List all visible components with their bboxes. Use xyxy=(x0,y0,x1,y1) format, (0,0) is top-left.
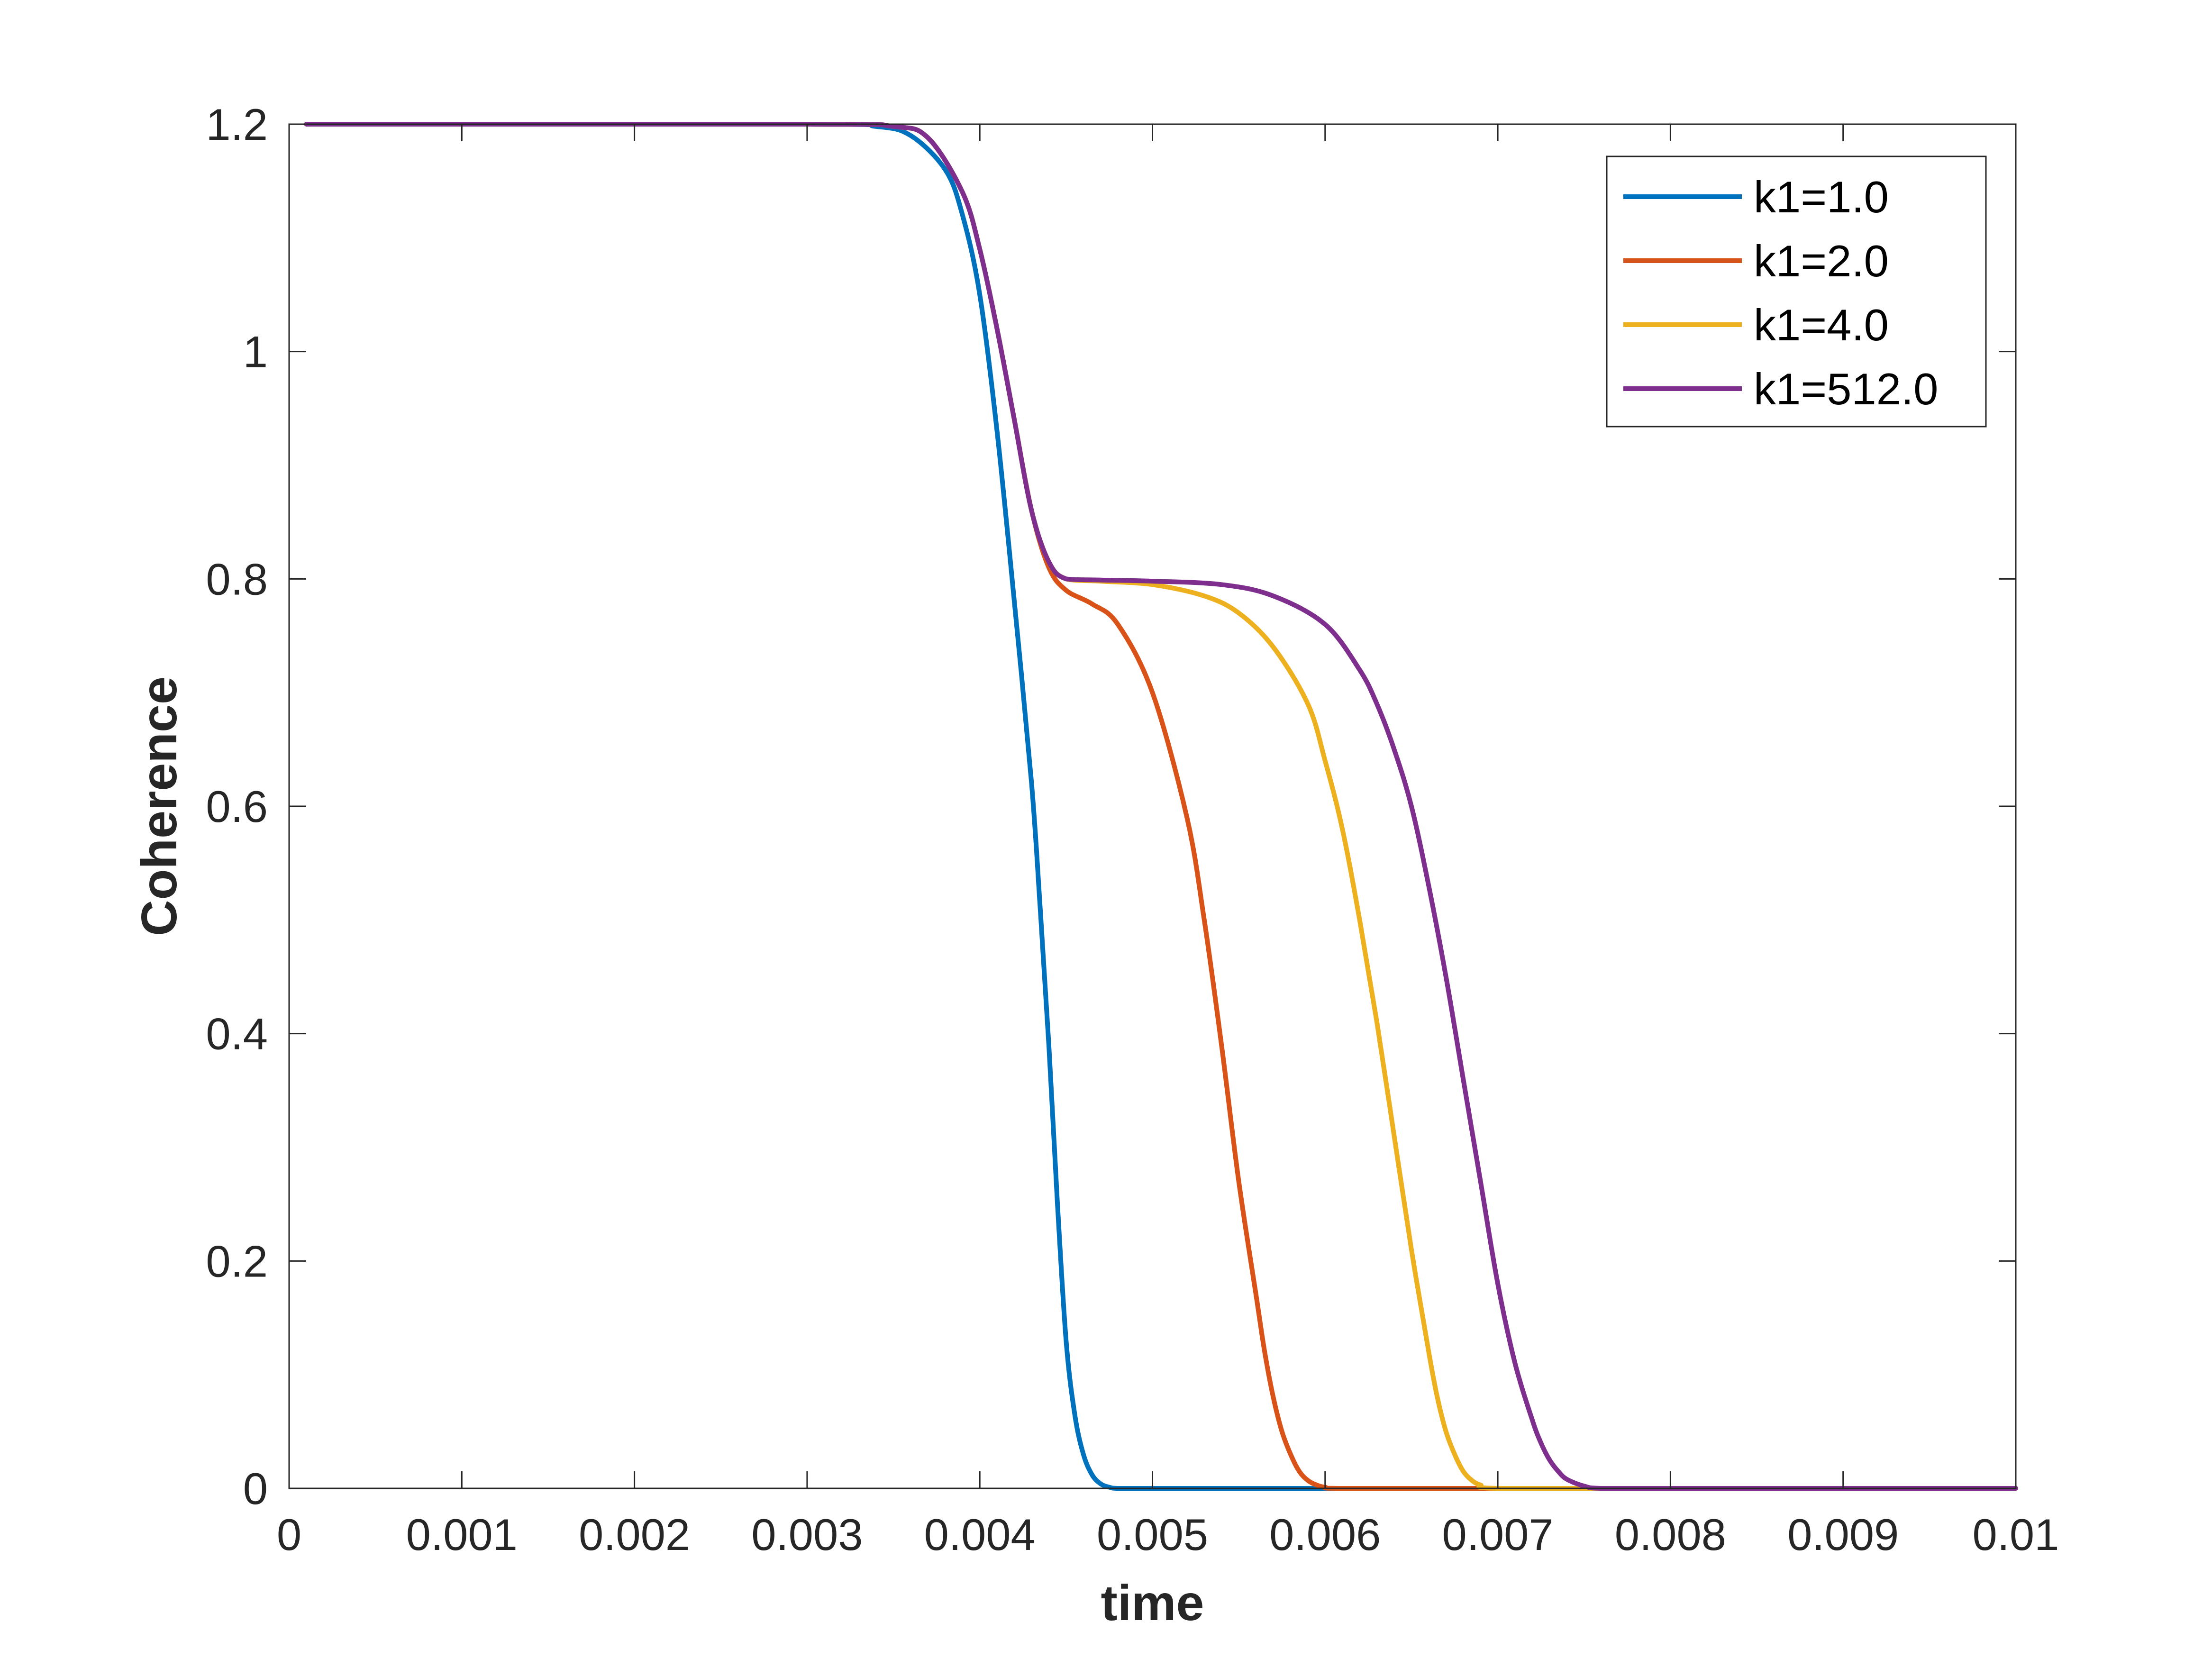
legend: k1=1.0 k1=2.0 k1=4.0 k1=512.0 xyxy=(1606,155,1987,428)
series-line-4 xyxy=(304,121,2018,1491)
y-tick-label: 1.2 xyxy=(206,100,268,149)
legend-label-1: k1=1.0 xyxy=(1754,172,1889,222)
legend-label-3: k1=4.0 xyxy=(1754,300,1889,350)
x-tick-label: 0.006 xyxy=(1269,1510,1381,1559)
y-tick-label: 0.8 xyxy=(206,554,268,604)
x-tick-label: 0 xyxy=(277,1510,301,1559)
legend-box xyxy=(1606,155,1987,428)
x-axis-title: time xyxy=(1101,1575,1204,1631)
legend-label-2: k1=2.0 xyxy=(1754,236,1889,286)
tick-labels-layer: 0 0.001 0.002 0.003 0.004 0.005 0.006 0.007 0.00… xyxy=(206,100,2059,1559)
y-tick-label: 0.2 xyxy=(206,1236,268,1286)
x-tick-label: 0.001 xyxy=(406,1510,518,1559)
y-tick-label: 0.6 xyxy=(206,782,268,831)
x-tick-label: 0.008 xyxy=(1615,1510,1726,1559)
x-tick-label: 0.01 xyxy=(1973,1510,2059,1559)
axes-layer xyxy=(288,123,2017,1489)
x-tick-label: 0.007 xyxy=(1442,1510,1553,1559)
y-axis-title: Coherence xyxy=(131,676,187,936)
legend-label-4: k1=512.0 xyxy=(1754,364,1938,414)
x-tick-label: 0.005 xyxy=(1097,1510,1208,1559)
y-tick-label: 1 xyxy=(243,327,268,377)
x-tick-label: 0.002 xyxy=(579,1510,690,1559)
x-tick-label: 0.003 xyxy=(751,1510,863,1559)
x-tick-label: 0.009 xyxy=(1787,1510,1899,1559)
x-tick-label: 0.004 xyxy=(924,1510,1036,1559)
y-tick-label: 0.4 xyxy=(206,1009,268,1059)
y-tick-label: 0 xyxy=(243,1464,268,1513)
